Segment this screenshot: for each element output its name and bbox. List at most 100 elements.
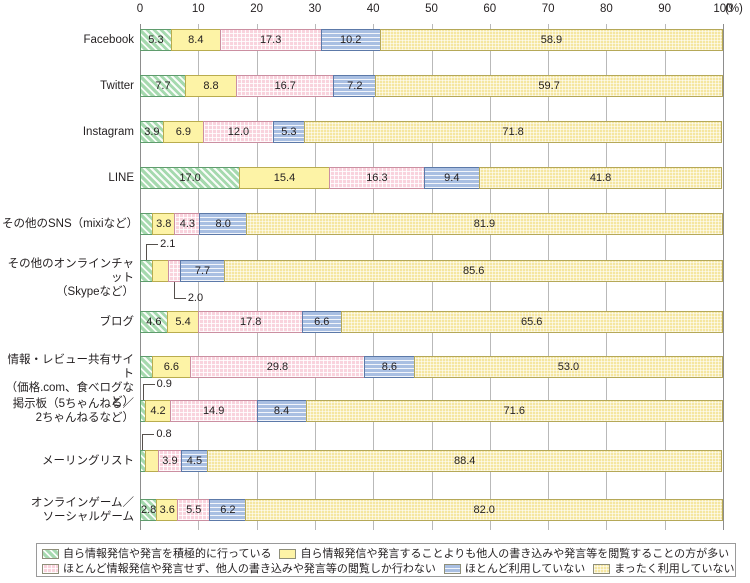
plot-area: 5.3 8.4 17.3 10.2 58.9 7.7 8.8 16.7 7.2 59.7 3.9 6.… xyxy=(140,24,724,530)
gridline xyxy=(723,24,724,530)
bar-segment-rarely_use[interactable]: 9.4 xyxy=(423,167,479,189)
bar-segment-never_use[interactable]: 85.6 xyxy=(224,260,723,282)
bar-segment-rarely_use[interactable]: 5.3 xyxy=(272,121,304,143)
bar-segment-active[interactable]: 17.0 xyxy=(140,167,240,189)
bar-segment-never_use[interactable]: 71.8 xyxy=(303,121,723,143)
bar-segment-mostly_view[interactable]: 3.6 xyxy=(156,499,178,521)
bar-segment-mostly_view[interactable]: 3.8 xyxy=(152,213,175,235)
legend-item[interactable]: ほとんど利用していない xyxy=(443,563,585,575)
bar-segment-value: 8.4 xyxy=(273,404,290,417)
bar-segment-value: 5.4 xyxy=(175,315,191,328)
stacked-bar[interactable]: 2.13.8 4.3 8.0 81.9 xyxy=(140,213,723,235)
bar-segment-active[interactable]: 2.0 xyxy=(140,356,152,378)
y-axis-category-label: Facebook xyxy=(83,34,134,46)
bar-segment-view_only[interactable]: 29.8 xyxy=(190,356,364,378)
bar-segment-value: 10.2 xyxy=(340,33,362,46)
bar-segment-active[interactable]: 2.8 xyxy=(140,499,157,521)
bar-segment-view_only[interactable]: 17.8 xyxy=(198,311,303,333)
bar-segment-active[interactable]: 2.1 xyxy=(140,213,153,235)
bar-segment-value: 85.6 xyxy=(462,264,485,277)
x-axis-tick-label: 0 xyxy=(136,3,144,15)
bar-segment-active[interactable]: 5.3 xyxy=(140,29,171,51)
stacked-bar[interactable]: 2.8 3.6 5.5 6.2 82.0 xyxy=(140,499,723,521)
bar-segment-view_only[interactable]: 14.9 xyxy=(169,400,257,422)
legend-row: 自ら情報発信や発言を積極的に行っている 自ら情報発信や発言することよりも他人の書き… xyxy=(42,547,730,561)
legend-item[interactable]: 自ら情報発信や発言することよりも他人の書き込みや発言等を閲覧することの方が多い xyxy=(279,548,729,560)
x-axis-tick-label: 60 xyxy=(483,3,497,15)
stacked-bar[interactable]: 3.9 6.9 12.0 5.3 71.8 xyxy=(140,121,723,143)
bar-segment-mostly_view[interactable]: 15.4 xyxy=(239,167,329,189)
bar-row: 3.9 6.9 12.0 5.3 71.8 xyxy=(140,121,723,143)
bar-segment-value: 29.8 xyxy=(266,360,289,373)
bar-segment-rarely_use[interactable]: 8.4 xyxy=(256,400,306,422)
bar-segment-mostly_view[interactable]: 6.6 xyxy=(151,356,191,378)
bar-segment-rarely_use[interactable]: 8.0 xyxy=(199,213,246,235)
bar-segment-never_use[interactable]: 81.9 xyxy=(245,213,723,235)
bar-segment-view_only[interactable]: 3.9 xyxy=(158,450,181,472)
bar-segment-mostly_view[interactable]: 5.4 xyxy=(166,311,199,333)
bar-segment-rarely_use[interactable]: 6.2 xyxy=(209,499,246,521)
bar-segment-view_only[interactable]: 2.0 xyxy=(167,260,180,282)
bar-segment-rarely_use[interactable]: 7.2 xyxy=(333,75,376,97)
bar-segment-value: 53.0 xyxy=(557,360,580,373)
stacked-bar[interactable]: 0.9 4.2 14.9 8.4 71.6 xyxy=(140,400,723,422)
x-axis-tick-label: 10 xyxy=(191,3,205,15)
bar-segment-view_only[interactable]: 16.7 xyxy=(236,75,334,97)
bar-segment-never_use[interactable]: 59.7 xyxy=(375,75,723,97)
bar-segment-mostly_view[interactable]: 2.3 xyxy=(144,450,159,472)
bar-segment-view_only[interactable]: 16.3 xyxy=(328,167,424,189)
legend-item[interactable]: ほとんど情報発信や発言せず、他人の書き込みや発言等の閲覧しか行わない xyxy=(42,563,436,575)
bar-segment-value: 7.7 xyxy=(155,79,171,92)
bar-segment-active[interactable]: 3.9 xyxy=(140,121,163,143)
bar-segment-rarely_use[interactable]: 4.5 xyxy=(180,450,208,472)
bar-segment-view_only[interactable]: 17.3 xyxy=(219,29,321,51)
bar-segment-view_only[interactable]: 4.3 xyxy=(174,213,200,235)
bar-row: 4.6 5.4 17.8 6.6 65.6 xyxy=(140,311,723,333)
bar-segment-value: 5.3 xyxy=(281,125,297,138)
bar-segment-never_use[interactable]: 53.0 xyxy=(413,356,723,378)
bar-segment-view_only[interactable]: 12.0 xyxy=(202,121,273,143)
bar-segment-never_use[interactable]: 82.0 xyxy=(245,499,723,521)
bar-segment-never_use[interactable]: 71.6 xyxy=(305,400,723,422)
bar-segment-active[interactable]: 0.8 xyxy=(140,450,145,472)
x-axis-tick-label: 100 xyxy=(713,3,733,15)
stacked-bar[interactable]: 0.82.33.9 4.5 88.4 xyxy=(140,450,723,472)
bar-segment-mostly_view[interactable]: 2.7 xyxy=(152,260,168,282)
x-axis-tick-label: 90 xyxy=(658,3,672,15)
legend-item[interactable]: 自ら情報発信や発言を積極的に行っている xyxy=(42,548,271,560)
stacked-bar[interactable]: 17.0 15.4 16.3 9.4 41.8 xyxy=(140,167,723,189)
legend-item[interactable]: まったく利用していない xyxy=(593,563,734,575)
bar-segment-mostly_view[interactable]: 8.4 xyxy=(170,29,220,51)
stacked-bar[interactable]: 5.3 8.4 17.3 10.2 58.9 xyxy=(140,29,723,51)
bar-segment-value: 88.4 xyxy=(454,454,476,467)
stacked-bar[interactable]: 2.0 6.6 29.8 8.6 53.0 xyxy=(140,356,723,378)
bar-segment-rarely_use[interactable]: 8.6 xyxy=(363,356,414,378)
bar-segment-value: 7.7 xyxy=(194,264,211,277)
bar-segment-never_use[interactable]: 65.6 xyxy=(340,311,723,333)
bar-segment-rarely_use[interactable]: 7.7 xyxy=(179,260,225,282)
bar-segment-mostly_view[interactable]: 4.2 xyxy=(145,400,170,422)
bar-segment-mostly_view[interactable]: 6.9 xyxy=(162,121,203,143)
y-axis-category-label: その他のオンラインチャット （Skypeなど） xyxy=(7,258,134,298)
stacked-bar[interactable]: 7.7 8.8 16.7 7.2 59.7 xyxy=(140,75,723,97)
bar-segment-value: 5.5 xyxy=(186,503,202,516)
bar-segment-never_use[interactable]: 41.8 xyxy=(478,167,723,189)
stacked-bar[interactable]: 2.12.72.0 7.7 85.6 xyxy=(140,260,723,282)
bar-segment-never_use[interactable]: 58.9 xyxy=(379,29,723,51)
stacked-bar[interactable]: 4.6 5.4 17.8 6.6 65.6 xyxy=(140,311,723,333)
bar-segment-active[interactable]: 2.1 xyxy=(140,260,153,282)
bar-segment-view_only[interactable]: 5.5 xyxy=(177,499,210,521)
bar-segment-active[interactable]: 7.7 xyxy=(140,75,185,97)
bar-segment-active[interactable]: 0.9 xyxy=(140,400,146,422)
bar-segment-never_use[interactable]: 88.4 xyxy=(207,450,723,472)
legend-label: まったく利用していない xyxy=(614,563,735,575)
bar-segment-value: 71.8 xyxy=(502,125,524,138)
x-axis-tick-label: 20 xyxy=(250,3,263,15)
bar-segment-mostly_view[interactable]: 8.8 xyxy=(184,75,237,97)
bar-segment-rarely_use[interactable]: 6.6 xyxy=(302,311,341,333)
bar-segment-active[interactable]: 4.6 xyxy=(140,311,167,333)
callout-value-label: 2.1 xyxy=(160,238,176,250)
y-axis-category-label: Instagram xyxy=(82,126,134,138)
bar-segment-rarely_use[interactable]: 10.2 xyxy=(320,29,380,51)
bar-segment-value: 16.7 xyxy=(274,79,296,92)
